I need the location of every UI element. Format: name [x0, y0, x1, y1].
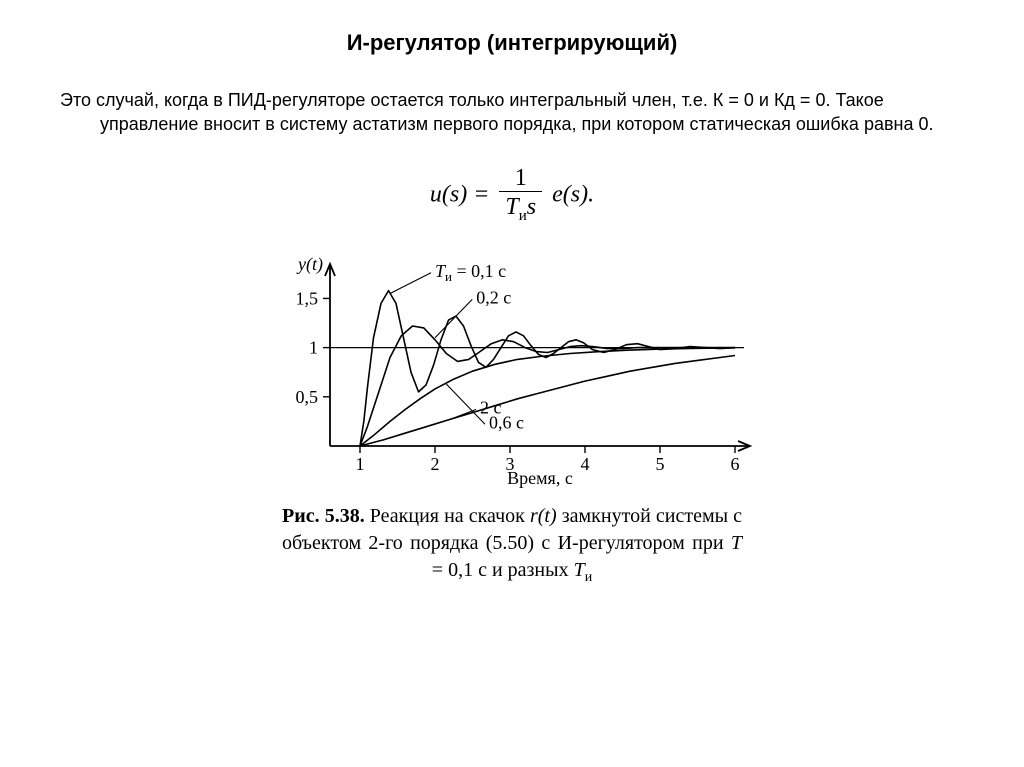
svg-text:Время, с: Время, с	[507, 468, 573, 488]
svg-text:y(t): y(t)	[296, 254, 323, 275]
caption-T: T	[731, 532, 742, 554]
svg-text:0,6 c: 0,6 c	[489, 413, 524, 433]
intro-paragraph: Это случай, когда в ПИД-регуляторе остае…	[60, 88, 964, 137]
caption-fig-label: Рис. 5.38.	[282, 505, 365, 527]
page: И-регулятор (интегрирующий) Это случай, …	[0, 0, 1024, 767]
caption-text-3: = 0,1 c и разных	[432, 559, 574, 581]
svg-text:0,2 c: 0,2 c	[476, 288, 511, 308]
page-title: И-регулятор (интегрирующий)	[0, 0, 1024, 56]
formula-fraction: 1 Tиs	[499, 165, 542, 227]
caption-text-1: Реакция на скачок	[365, 505, 530, 527]
step-response-chart: 1234560,511,5y(t)Время, сTи = 0,1 c0,2 c…	[262, 250, 762, 490]
svg-text:1: 1	[309, 338, 318, 358]
svg-text:1,5: 1,5	[296, 289, 319, 309]
formula-numerator: 1	[499, 165, 542, 192]
figure-caption: Рис. 5.38. Реакция на скачок r(t) замкну…	[282, 503, 742, 588]
formula-rhs: e(s).	[552, 181, 594, 207]
svg-text:Tи = 0,1 c: Tи = 0,1 c	[435, 261, 506, 284]
caption-Ti-sub: и	[585, 570, 593, 585]
formula: u(s) = 1 Tиs e(s).	[0, 165, 1024, 227]
caption-rt: r(t)	[530, 505, 557, 527]
svg-text:0,5: 0,5	[296, 387, 319, 407]
svg-text:1: 1	[356, 454, 365, 474]
caption-Ti: T	[574, 559, 585, 581]
svg-text:4: 4	[581, 454, 590, 474]
svg-text:5: 5	[656, 454, 665, 474]
svg-text:6: 6	[731, 454, 740, 474]
formula-denominator: Tиs	[499, 192, 542, 226]
svg-text:2: 2	[431, 454, 440, 474]
chart-container: 1234560,511,5y(t)Время, сTи = 0,1 c0,2 c…	[262, 250, 762, 588]
formula-lhs: u(s) =	[430, 181, 490, 207]
